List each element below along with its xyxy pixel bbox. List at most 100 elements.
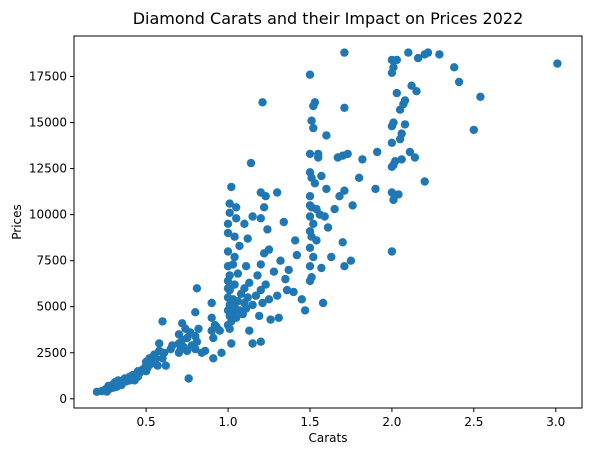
y-tick-label: 10000: [29, 208, 67, 222]
data-point: [230, 232, 239, 241]
data-point: [310, 98, 320, 107]
data-point: [256, 260, 265, 269]
data-point: [312, 236, 321, 245]
data-point: [291, 236, 300, 245]
data-point: [261, 280, 270, 289]
data-point: [243, 293, 252, 302]
data-point: [340, 103, 349, 113]
data-point: [255, 311, 264, 321]
data-point: [354, 173, 364, 182]
x-tick-label: 1.5: [300, 415, 319, 429]
data-point: [400, 96, 410, 105]
data-point: [289, 287, 298, 297]
data-point: [227, 339, 236, 348]
data-point: [476, 92, 485, 102]
data-point: [223, 247, 233, 256]
data-point: [243, 234, 252, 243]
x-tick-label: 2.5: [464, 415, 483, 429]
data-point: [263, 225, 272, 234]
data-point: [410, 153, 420, 162]
data-point: [240, 219, 249, 228]
data-point: [217, 348, 226, 357]
data-point: [340, 48, 349, 57]
data-point: [387, 138, 397, 147]
data-point: [256, 285, 265, 295]
data-point: [387, 247, 397, 256]
data-point: [225, 271, 234, 280]
data-point: [233, 297, 243, 306]
data-point: [310, 179, 320, 188]
data-point: [358, 155, 367, 164]
data-point: [168, 341, 177, 350]
data-point: [256, 337, 265, 346]
data-point: [182, 346, 192, 356]
data-point: [223, 219, 233, 228]
data-point: [389, 118, 398, 127]
data-point: [230, 252, 239, 262]
data-point: [245, 278, 254, 287]
data-point: [387, 188, 397, 197]
data-point: [392, 88, 401, 98]
data-point: [340, 186, 349, 195]
data-point: [413, 53, 423, 63]
data-point: [400, 120, 410, 129]
data-point: [225, 324, 234, 333]
data-point: [450, 63, 459, 72]
data-point: [309, 219, 318, 228]
x-tick-label: 1.0: [218, 415, 237, 429]
data-point: [259, 203, 269, 212]
data-point: [317, 171, 326, 181]
data-point: [158, 317, 167, 326]
data-point: [261, 192, 270, 201]
y-axis-label: Prices: [10, 204, 24, 240]
data-point: [397, 155, 406, 164]
data-point: [269, 267, 279, 276]
x-tick-label: 0.5: [137, 415, 156, 429]
data-point: [248, 212, 257, 221]
data-point: [207, 313, 216, 322]
data-point: [276, 256, 285, 265]
plot-frame: [73, 35, 583, 409]
data-point: [420, 177, 429, 186]
data-point: [281, 274, 290, 284]
data-point: [258, 298, 267, 308]
data-point: [256, 214, 265, 223]
data-point: [307, 273, 316, 282]
data-point: [323, 223, 333, 232]
data-point: [335, 192, 344, 201]
data-point: [155, 339, 164, 348]
data-point: [225, 208, 234, 217]
data-point: [292, 250, 302, 260]
data-point: [305, 262, 315, 271]
data-point: [454, 77, 464, 87]
y-tick-label: 2500: [36, 346, 67, 360]
data-point: [248, 300, 257, 310]
data-point: [235, 241, 244, 251]
data-point: [215, 326, 224, 335]
data-point: [553, 59, 562, 68]
data-point: [241, 262, 251, 271]
data-point: [240, 284, 249, 293]
y-tick-label: 15000: [29, 116, 67, 130]
x-axis-ticks: 0.5 1.0 1.5 2.0 2.5 3.0: [137, 408, 565, 429]
data-point: [394, 190, 403, 199]
data-point: [207, 298, 216, 308]
data-point: [309, 252, 318, 262]
data-point: [251, 291, 261, 300]
data-point: [435, 50, 444, 59]
data-point: [389, 63, 398, 72]
data-point: [264, 295, 274, 304]
data-point: [423, 48, 433, 57]
data-point: [273, 291, 282, 300]
x-tick-label: 3.0: [546, 415, 565, 429]
data-point: [469, 125, 478, 135]
data-point: [230, 280, 239, 289]
x-axis-label: Carats: [309, 431, 348, 445]
data-point: [200, 346, 210, 356]
data-point: [392, 55, 401, 65]
data-point: [227, 182, 236, 192]
data-point: [194, 324, 203, 333]
data-point: [151, 354, 161, 363]
